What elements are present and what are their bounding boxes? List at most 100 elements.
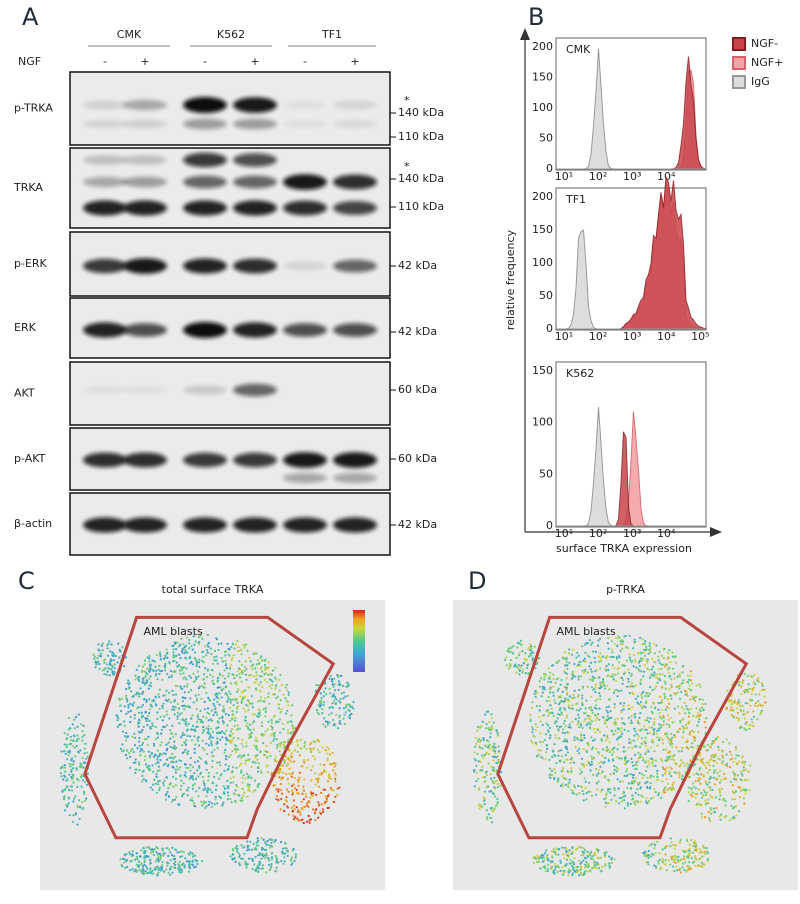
cell-dot — [190, 799, 192, 801]
protein-label: ERK — [14, 321, 37, 334]
cell-dot — [624, 759, 626, 761]
cell-dot — [661, 760, 663, 762]
cell-dot — [497, 783, 499, 785]
cell-dot — [344, 695, 346, 697]
cell-dot — [159, 858, 161, 860]
cell-dot — [312, 755, 314, 757]
cell-dot — [227, 675, 229, 677]
cell-dot — [287, 851, 289, 853]
cell-dot — [271, 856, 273, 858]
cell-dot — [733, 807, 735, 809]
cell-dot — [281, 684, 283, 686]
cell-dot — [206, 762, 208, 764]
cell-dot — [207, 646, 209, 648]
cell-dot — [175, 796, 177, 798]
cell-dot — [76, 778, 78, 780]
cell-dot — [178, 645, 180, 647]
cell-dot — [321, 803, 323, 805]
cell-dot — [557, 717, 559, 719]
cell-dot — [212, 703, 214, 705]
cell-dot — [179, 851, 181, 853]
cell-dot — [640, 670, 642, 672]
cell-dot — [274, 732, 276, 734]
cell-dot — [252, 761, 254, 763]
cell-dot — [234, 647, 236, 649]
band — [183, 322, 227, 338]
cell-dot — [648, 763, 650, 765]
cell-dot — [553, 678, 555, 680]
cell-dot — [168, 741, 170, 743]
cell-dot — [603, 798, 605, 800]
cell-dot — [549, 777, 551, 779]
cell-dot — [557, 737, 559, 739]
cell-dot — [668, 771, 670, 773]
cell-dot — [199, 686, 201, 688]
band — [283, 323, 327, 337]
cell-dot — [755, 694, 757, 696]
cell-dot — [644, 664, 646, 666]
cell-dot — [291, 785, 293, 787]
cell-dot — [335, 703, 337, 705]
cell-dot — [155, 868, 157, 870]
cell-dot — [651, 727, 653, 729]
cell-dot — [274, 667, 276, 669]
cell-dot — [312, 765, 314, 767]
cell-dot — [309, 797, 311, 799]
cell-dot — [595, 715, 597, 717]
cell-dot — [691, 695, 693, 697]
cell-dot — [613, 858, 615, 860]
cell-dot — [704, 780, 706, 782]
cell-dot — [644, 753, 646, 755]
cell-dot — [279, 768, 281, 770]
cell-dot — [244, 711, 246, 713]
blot-row: p-TRKA*140 kDa110 kDa — [14, 72, 444, 145]
cell-dot — [673, 759, 675, 761]
cell-dot — [670, 841, 672, 843]
cell-dot — [624, 729, 626, 731]
cell-dot — [590, 736, 592, 738]
cell-dot — [649, 777, 651, 779]
cell-dot — [554, 866, 556, 868]
cell-dot — [161, 864, 163, 866]
cell-dot — [155, 726, 157, 728]
cell-dot — [82, 779, 84, 781]
cell-dot — [349, 714, 351, 716]
cell-dot — [236, 724, 238, 726]
cell-dot — [241, 756, 243, 758]
cell-dot — [637, 752, 639, 754]
cell-dot — [623, 746, 625, 748]
cell-dot — [578, 655, 580, 657]
cell-dot — [189, 662, 191, 664]
cell-dot — [339, 720, 341, 722]
cell-dot — [284, 762, 286, 764]
cell-dot — [181, 669, 183, 671]
cell-dot — [521, 664, 523, 666]
cell-dot — [177, 868, 179, 870]
cell-dot — [491, 728, 493, 730]
cell-dot — [214, 708, 216, 710]
cell-dot — [152, 669, 154, 671]
cell-dot — [568, 700, 570, 702]
cell-dot — [166, 759, 168, 761]
cell-dot — [644, 640, 646, 642]
cell-dot — [81, 736, 83, 738]
cell-dot — [599, 667, 601, 669]
cell-dot — [602, 716, 604, 718]
cell-dot — [699, 755, 701, 757]
cell-dot — [166, 847, 168, 849]
cell-dot — [157, 761, 159, 763]
cell-dot — [126, 698, 128, 700]
cell-dot — [688, 868, 690, 870]
cell-dot — [594, 861, 596, 863]
cell-dot — [164, 780, 166, 782]
cell-dot — [242, 782, 244, 784]
cell-dot — [234, 682, 236, 684]
cell-dot — [227, 696, 229, 698]
cell-dot — [681, 747, 683, 749]
cell-dot — [81, 786, 83, 788]
cell-dot — [698, 788, 700, 790]
cell-dot — [172, 757, 174, 759]
cell-dot — [190, 689, 192, 691]
gate-label: AML blasts — [144, 625, 203, 638]
cell-dot — [293, 799, 295, 801]
